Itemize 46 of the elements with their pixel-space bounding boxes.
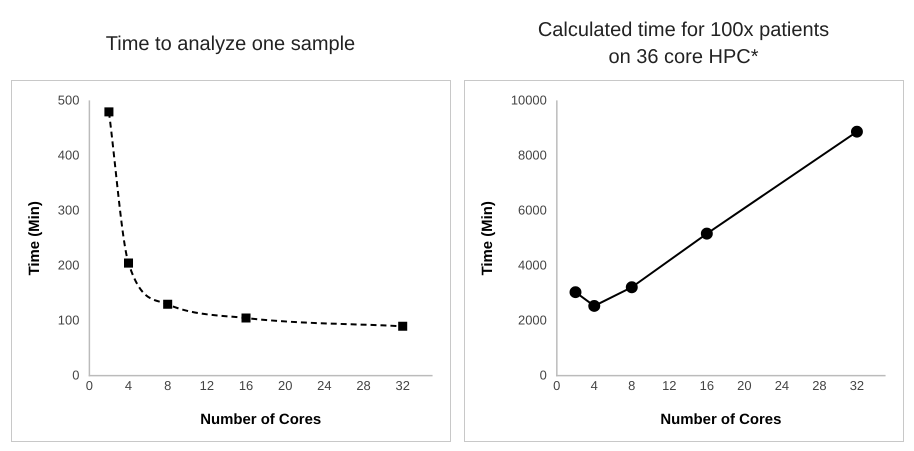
x-tick-label: 16 bbox=[699, 378, 714, 394]
x-tick-label: 28 bbox=[356, 378, 370, 394]
y-tick-label: 0 bbox=[539, 367, 546, 382]
point bbox=[588, 300, 600, 312]
y-tick-label: 200 bbox=[57, 257, 79, 272]
point bbox=[123, 258, 133, 268]
x-tick-label: 20 bbox=[736, 378, 752, 394]
x-tick-label: 12 bbox=[662, 378, 676, 394]
x-tick-label: 32 bbox=[849, 378, 864, 394]
x-axis-title: Number of Cores bbox=[200, 411, 321, 428]
chart-title: Time to analyze one sample bbox=[104, 32, 356, 56]
chart-title: Calculated time for 100x patients on 36 core HPC* bbox=[536, 18, 830, 70]
y-tick-label: 400 bbox=[57, 147, 79, 162]
point bbox=[850, 126, 862, 138]
y-tick-label: 500 bbox=[57, 92, 79, 108]
y-tick-label: 6000 bbox=[518, 202, 546, 218]
x-tick-label: 28 bbox=[812, 378, 826, 394]
y-axis-title: Time (Min) bbox=[26, 201, 43, 276]
x-tick-label: 8 bbox=[628, 378, 635, 394]
point bbox=[700, 228, 712, 240]
point bbox=[625, 281, 638, 294]
y-tick-label: 2000 bbox=[518, 312, 546, 328]
point bbox=[162, 300, 172, 309]
x-tick-label: 0 bbox=[552, 378, 560, 394]
y-tick-label: 10000 bbox=[510, 92, 546, 108]
x-tick-label: 4 bbox=[124, 378, 132, 394]
x-axis-title: Number of Cores bbox=[660, 411, 781, 428]
x-tick-label: 8 bbox=[164, 378, 171, 394]
point bbox=[104, 107, 113, 116]
point bbox=[569, 286, 581, 298]
x-tick-label: 0 bbox=[85, 378, 92, 394]
y-tick-label: 8000 bbox=[518, 147, 546, 162]
y-tick-label: 100 bbox=[57, 312, 79, 328]
x-tick-label: 20 bbox=[278, 378, 292, 394]
y-tick-label: 4000 bbox=[518, 257, 546, 272]
y-tick-label: 300 bbox=[57, 202, 79, 218]
y-tick-label: 0 bbox=[72, 367, 79, 382]
y-axis-title: Time (Min) bbox=[478, 201, 496, 276]
x-tick-label: 24 bbox=[316, 378, 332, 394]
x-tick-label: 16 bbox=[238, 378, 253, 394]
x-tick-label: 24 bbox=[774, 378, 789, 394]
x-tick-label: 32 bbox=[395, 378, 410, 394]
point bbox=[398, 322, 407, 331]
x-tick-label: 4 bbox=[590, 378, 598, 394]
x-tick-label: 12 bbox=[199, 378, 214, 394]
point bbox=[241, 314, 250, 323]
